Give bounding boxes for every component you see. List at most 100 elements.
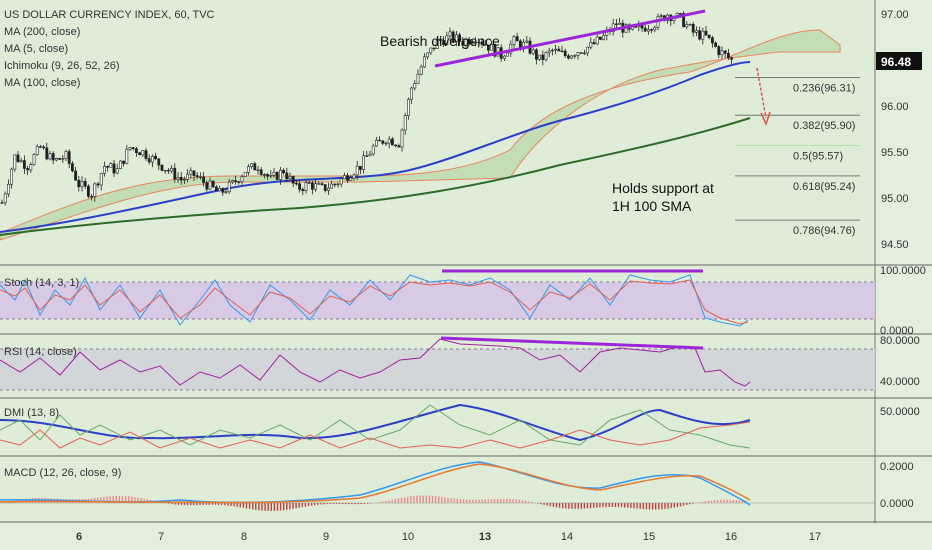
last-price-value: 96.48: [881, 55, 911, 69]
candle-body: [195, 175, 199, 177]
macd-histogram-bar: [221, 503, 223, 506]
candle-body: [650, 29, 654, 31]
candle-body: [231, 180, 234, 183]
macd-histogram-bar: [323, 503, 325, 505]
time-axis[interactable]: [0, 523, 932, 550]
macd-histogram-bar: [134, 496, 136, 503]
price-tick-label: 94.50: [881, 239, 909, 251]
macd-histogram-bar: [115, 495, 117, 503]
macd-histogram-bar: [245, 503, 248, 509]
macd-histogram-bar: [416, 495, 418, 503]
candle-body: [342, 175, 346, 180]
time-axis-ticks: 6 7 8 9 10 13 14 15 16 17: [76, 531, 821, 543]
candle-body: [125, 149, 129, 164]
macd-histogram-bar: [593, 503, 595, 508]
dmi-panel: DMI (13, 8) 50.0000: [0, 403, 920, 449]
macd-histogram-bar: [633, 503, 635, 509]
candle-body: [323, 184, 327, 191]
macd-histogram-bar: [543, 503, 545, 505]
candle-body: [93, 183, 97, 197]
candle-body: [579, 52, 583, 54]
adx-line: [0, 403, 751, 442]
candle-body: [707, 34, 711, 38]
divergence-trendline: [434, 9, 706, 68]
candle-body: [358, 165, 362, 170]
candle-body: [387, 138, 391, 144]
svg-text:50.0000: 50.0000: [880, 406, 920, 418]
macd-histogram-bar: [193, 503, 195, 506]
candle-body: [470, 42, 474, 45]
macd-histogram-bar: [407, 496, 409, 503]
macd-histogram-bar: [509, 498, 511, 503]
macd-histogram-bar: [230, 503, 232, 506]
candle-body: [128, 147, 132, 150]
candle-body: [490, 44, 494, 51]
candle-body: [614, 23, 618, 25]
candle-body: [483, 44, 487, 46]
macd-histogram-bar: [425, 495, 427, 503]
candle-body: [243, 171, 247, 177]
candle-body: [378, 139, 382, 142]
macd-histogram-bar: [211, 503, 214, 505]
candle-body: [247, 166, 250, 173]
macd-histogram-bar: [686, 503, 688, 505]
candle-body: [397, 145, 401, 148]
macd-histogram-bar: [394, 498, 396, 503]
candle-body: [694, 30, 698, 33]
candle-body: [544, 52, 548, 61]
macd-histogram-bar: [295, 503, 297, 509]
macd-histogram-bar: [128, 496, 130, 503]
candle-body: [278, 169, 282, 180]
candle-body: [45, 147, 49, 160]
macd-histogram-bar: [586, 503, 589, 509]
macd-histogram-bar: [320, 503, 322, 505]
candle-body: [336, 183, 340, 186]
macd-histogram-bar: [720, 499, 722, 503]
candle-body: [80, 181, 84, 188]
candle-body: [547, 50, 551, 53]
candle-body: [573, 55, 577, 57]
candle-body: [611, 23, 615, 33]
macd-histogram-bar: [208, 503, 210, 505]
macd-histogram-bar: [726, 499, 728, 503]
macd-histogram-bar: [177, 503, 179, 505]
candle-body: [474, 42, 478, 44]
macd-histogram-bar: [648, 503, 651, 510]
candle-body: [429, 47, 433, 54]
fib-level-label: 0.618(95.24): [793, 181, 855, 193]
candle-body: [352, 174, 356, 179]
macd-signal-line: [0, 463, 751, 504]
macd-histogram-bar: [131, 496, 133, 503]
price-axis[interactable]: [875, 0, 932, 523]
candle-body: [550, 49, 554, 52]
candle-body: [87, 185, 90, 197]
candle-body: [173, 167, 177, 180]
macd-histogram-bar: [338, 503, 341, 504]
macd-histogram-bar: [577, 503, 579, 509]
time-tick-label: 13: [479, 531, 491, 543]
candle-body: [144, 150, 148, 159]
macd-histogram-bar: [397, 498, 400, 503]
macd-histogram-bar: [580, 503, 582, 509]
macd-histogram-bar: [670, 503, 672, 509]
svg-text:MACD (12, 26, close, 9): MACD (12, 26, close, 9): [4, 467, 121, 479]
macd-histogram-bar: [103, 496, 105, 503]
candle-body: [154, 155, 158, 160]
macd-histogram-bar: [707, 500, 710, 503]
price-tick-label: 95.50: [881, 147, 909, 159]
macd-histogram-bar: [118, 495, 121, 503]
candle-body: [38, 146, 42, 148]
candle-body: [384, 142, 388, 145]
candle-body: [653, 27, 657, 31]
ma-200-line: [0, 117, 751, 236]
candle-body: [119, 160, 122, 169]
candle-body: [432, 47, 436, 50]
candle-body: [438, 38, 442, 41]
candle-body: [90, 196, 94, 198]
macd-histogram-bar: [639, 503, 641, 509]
time-tick-label: 6: [76, 531, 82, 543]
candle-body: [183, 179, 186, 181]
candle-body: [3, 193, 7, 204]
candle-body: [71, 163, 74, 172]
candle-body: [330, 183, 334, 189]
